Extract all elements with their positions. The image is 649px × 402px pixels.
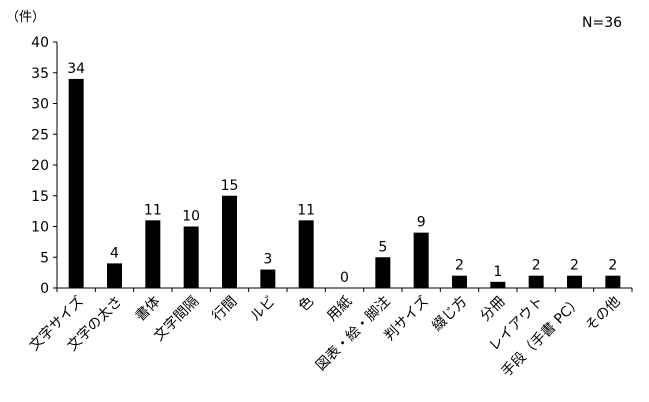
bar: [222, 195, 237, 288]
bar: [107, 263, 122, 288]
bar: [605, 275, 621, 288]
data-label: 4: [110, 245, 119, 261]
data-label: 2: [570, 258, 579, 274]
category-label: 行間: [209, 294, 240, 325]
bar: [528, 275, 544, 288]
data-label: 2: [455, 258, 464, 274]
data-label: 2: [608, 258, 617, 274]
data-label: 15: [221, 178, 239, 194]
bars: [68, 78, 621, 289]
data-label: 3: [263, 252, 272, 268]
bar: [567, 275, 582, 288]
y-axis-unit-label: （件）: [6, 10, 45, 25]
data-label: 11: [144, 202, 162, 218]
bar: [183, 226, 199, 288]
y-tick-label: 35: [31, 66, 49, 82]
data-label: 11: [297, 202, 315, 218]
data-label: 2: [532, 258, 541, 274]
bar: [452, 275, 467, 288]
y-tick-label: 10: [31, 220, 49, 236]
category-labels: 文字サイズ文字の太さ 書体文字間隔 行間 ルビ色用紙図表・絵・脚注判サイズ綴じ方 分冊レ…: [26, 293, 623, 380]
data-label: 34: [67, 61, 85, 77]
category-label: 色: [295, 293, 317, 315]
category-label: 用紙: [324, 294, 355, 325]
bar: [375, 257, 391, 288]
y-tick-label: 15: [31, 189, 49, 205]
bar: [68, 78, 84, 289]
data-label: 0: [340, 270, 349, 286]
category-label: 書体: [133, 294, 164, 325]
y-tick-label: 20: [31, 158, 49, 174]
y-tick-label: 0: [40, 281, 49, 297]
bar: [298, 220, 314, 288]
data-label: 5: [378, 239, 387, 255]
bar: [490, 281, 506, 288]
y-tick-label: 25: [31, 127, 49, 143]
category-label: 綴じ方: [429, 294, 470, 335]
bar: [145, 220, 161, 288]
data-label: 1: [493, 264, 502, 280]
data-label: 10: [182, 209, 200, 225]
y-tick-label: 5: [40, 250, 49, 266]
bar: [413, 232, 429, 288]
sample-size-label: N=36: [582, 15, 622, 31]
y-tick-label: 40: [31, 35, 49, 51]
data-labels: 34 4 11 10 15 3 11 0 5 9 2 1 2 2 2: [67, 61, 617, 286]
category-label: ルビ: [248, 294, 279, 325]
y-tick-label: 30: [31, 97, 49, 113]
data-label: 9: [417, 215, 426, 231]
category-label: 分冊: [478, 294, 509, 325]
category-label: その他: [583, 294, 624, 335]
bar: [260, 269, 276, 288]
